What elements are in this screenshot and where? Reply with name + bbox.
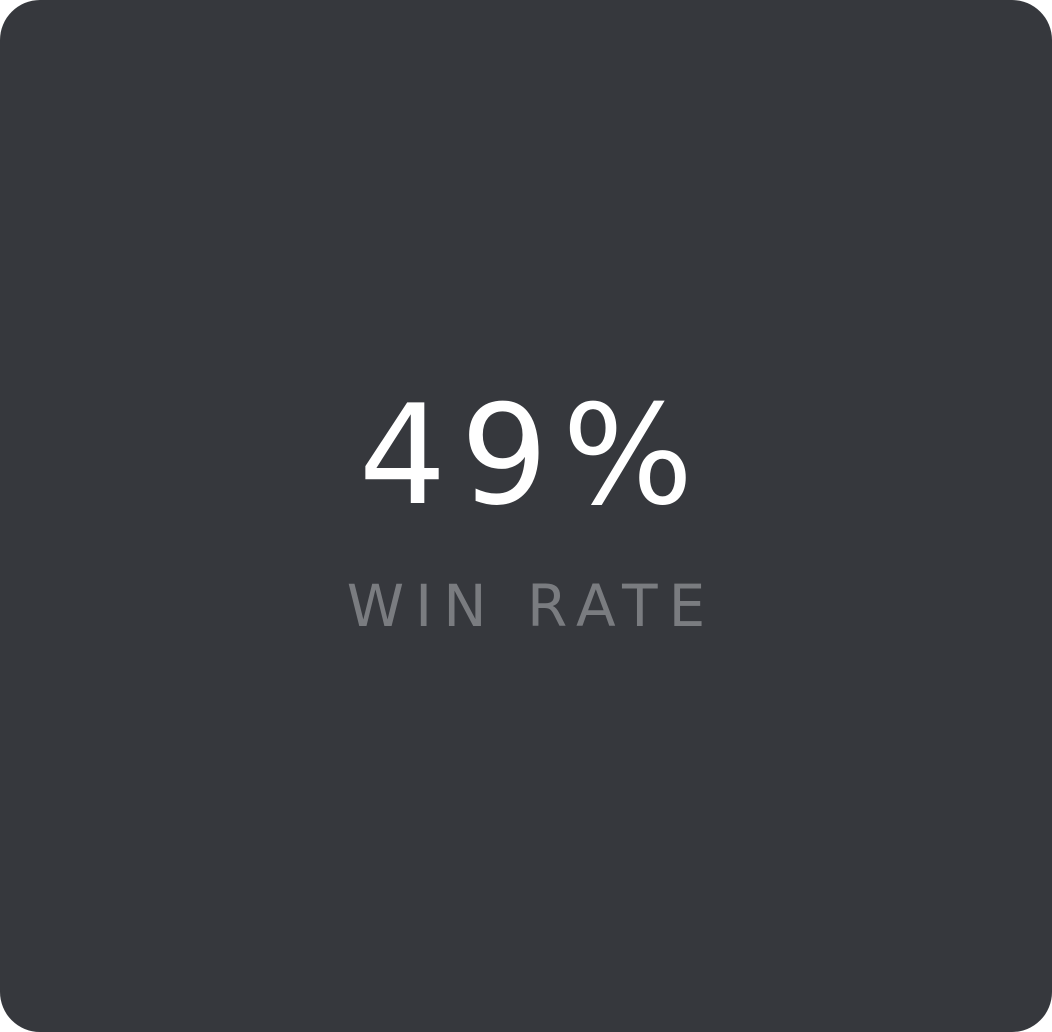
win-rate-value: 49% — [358, 375, 708, 536]
win-rate-label: WIN RATE — [346, 572, 717, 640]
